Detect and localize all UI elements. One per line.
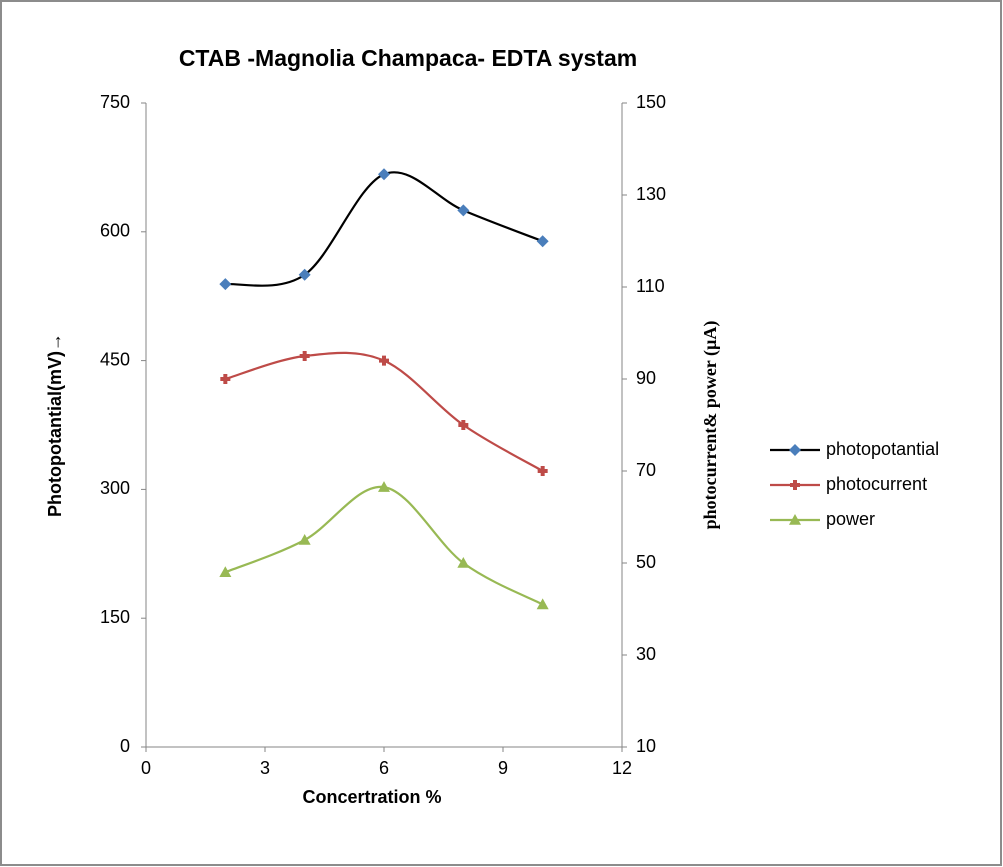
marker: [789, 444, 801, 456]
y-tick-label: 0: [120, 736, 130, 756]
y2-axis-title: photocurrent& power (µA): [700, 321, 721, 530]
y-tick-label: 450: [100, 349, 130, 369]
marker: [537, 466, 548, 476]
marker: [457, 557, 470, 568]
x-tick-label: 3: [260, 758, 270, 778]
marker: [299, 351, 310, 361]
marker: [790, 480, 800, 490]
y2-tick-label: 130: [636, 184, 666, 204]
y-tick-label: 750: [100, 92, 130, 112]
legend-label: photopotantial: [826, 439, 939, 459]
y-tick-label: 150: [100, 607, 130, 627]
y2-tick-label: 110: [636, 276, 665, 296]
marker: [536, 235, 549, 248]
x-tick-label: 6: [379, 758, 389, 778]
y2-tick-label: 30: [636, 644, 656, 664]
y2-tick-label: 70: [636, 460, 656, 480]
marker: [536, 598, 549, 610]
legend-label: photocurrent: [826, 474, 927, 494]
chart-title: CTAB -Magnolia Champaca- EDTA systam: [179, 45, 637, 71]
y-axis-title: Photopotantial(mV)→: [45, 333, 65, 517]
marker: [219, 566, 232, 577]
marker: [378, 168, 390, 181]
x-tick-label: 12: [612, 758, 632, 778]
y2-tick-label: 150: [636, 92, 666, 112]
y2-tick-label: 90: [636, 368, 656, 388]
x-tick-label: 9: [498, 758, 508, 778]
marker: [298, 268, 311, 281]
y-tick-label: 600: [100, 221, 130, 241]
y2-tick-label: 10: [636, 736, 656, 756]
y2-tick-label: 50: [636, 552, 656, 572]
marker: [220, 374, 231, 384]
y-tick-label: 300: [100, 478, 130, 498]
x-axis-title: Concertration %: [302, 787, 441, 807]
marker: [298, 534, 311, 545]
marker: [378, 481, 390, 492]
marker: [789, 514, 801, 525]
marker: [458, 420, 469, 430]
legend-label: power: [826, 509, 875, 529]
marker: [457, 204, 470, 217]
marker: [379, 355, 389, 366]
marker: [219, 278, 232, 291]
x-tick-label: 0: [141, 758, 151, 778]
